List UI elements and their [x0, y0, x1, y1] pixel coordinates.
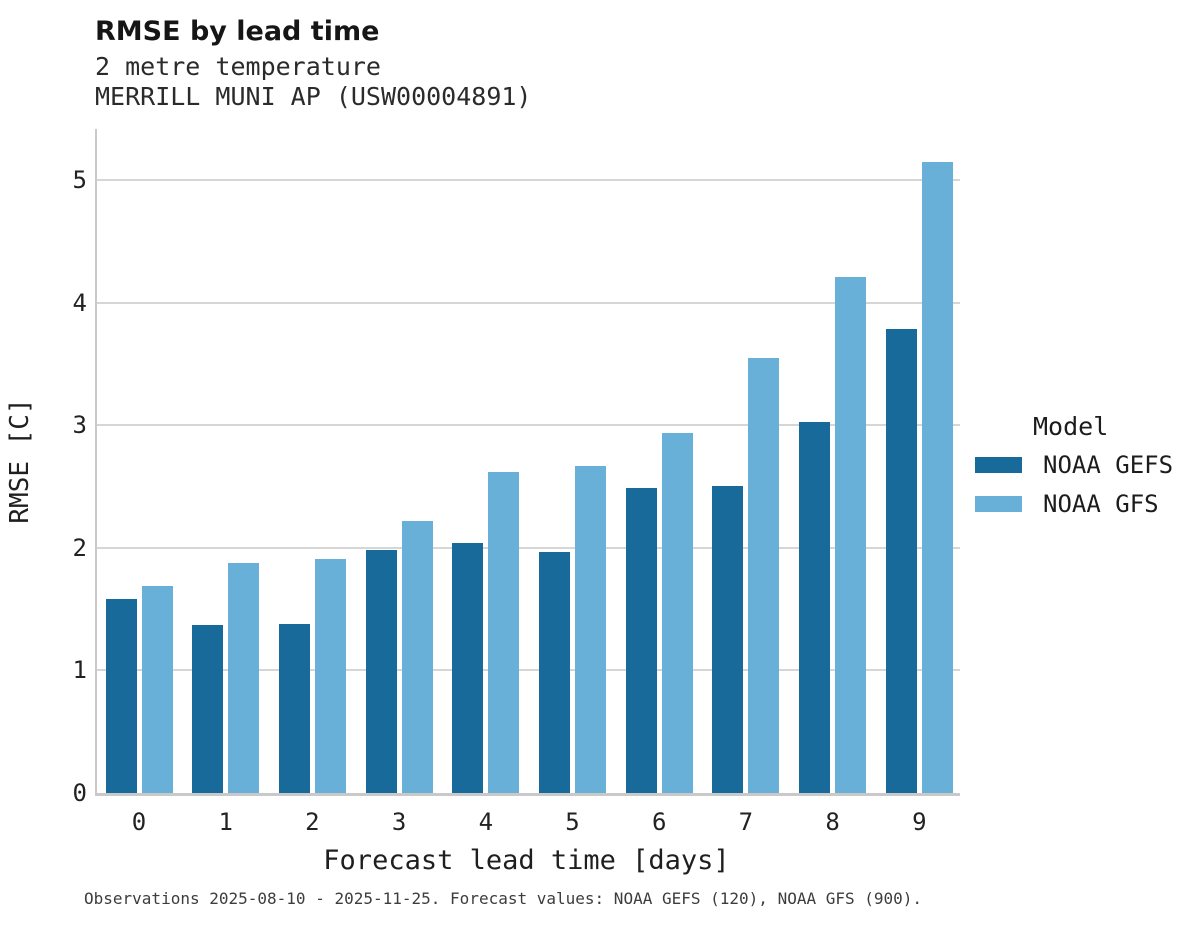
legend-title: Model — [1033, 412, 1109, 441]
legend-entry-noaa-gefs: NOAA GEFS — [975, 451, 1173, 479]
x-tick-label-9: 9 — [912, 808, 927, 836]
caption: Observations 2025-08-10 - 2025-11-25. Fo… — [84, 889, 923, 908]
x-tick-label-0: 0 — [131, 808, 147, 836]
x-tick-label-4: 4 — [478, 808, 494, 836]
gridline-y-1 — [97, 669, 960, 672]
legend-entry-noaa-gfs: NOAA GFS — [975, 490, 1173, 518]
bar-noaa-gfs-lead-3 — [402, 521, 433, 793]
x-tick-label-6: 6 — [651, 808, 667, 836]
bar-noaa-gefs-lead-7 — [712, 486, 743, 793]
x-tick-label-2: 2 — [305, 808, 320, 836]
legend-label-noaa-gefs: NOAA GEFS — [1043, 451, 1174, 479]
y-tick-label-1: 1 — [72, 656, 87, 685]
bar-noaa-gefs-lead-9 — [886, 329, 917, 793]
bar-noaa-gfs-lead-6 — [662, 433, 693, 793]
bar-noaa-gefs-lead-5 — [539, 552, 570, 793]
bar-noaa-gfs-lead-2 — [315, 559, 346, 793]
y-tick-label-3: 3 — [72, 411, 87, 440]
x-axis-title: Forecast lead time [days] — [323, 845, 730, 876]
bar-noaa-gefs-lead-2 — [279, 624, 310, 793]
bar-noaa-gfs-lead-5 — [575, 466, 606, 793]
legend-label-noaa-gfs: NOAA GFS — [1043, 490, 1159, 518]
gridline-y-5 — [97, 179, 960, 182]
bar-noaa-gefs-lead-3 — [366, 550, 397, 793]
y-tick-label-2: 2 — [72, 533, 87, 562]
x-tick-label-7: 7 — [738, 808, 754, 836]
gridline-y-2 — [97, 546, 960, 549]
y-tick-label-0: 0 — [72, 779, 87, 807]
y-tick-label-4: 4 — [72, 288, 87, 317]
y-axis-title: RMSE [C] — [5, 398, 35, 524]
bar-noaa-gefs-lead-0 — [106, 599, 137, 793]
legend-swatch-noaa-gfs — [975, 496, 1022, 512]
y-tick-label-5: 5 — [72, 166, 87, 195]
bar-noaa-gefs-lead-8 — [799, 422, 830, 793]
bar-noaa-gefs-lead-6 — [626, 488, 657, 793]
chart-subtitle-station: MERRILL MUNI AP (USW00004891) — [95, 82, 532, 111]
bar-noaa-gfs-lead-4 — [488, 472, 519, 793]
bar-noaa-gfs-lead-0 — [142, 586, 173, 793]
bar-noaa-gfs-lead-8 — [835, 277, 866, 793]
legend: Model NOAA GEFS NOAA GFS — [975, 412, 1173, 529]
plot-area: 0 1 2 3 4 5 0 1 2 3 4 5 6 7 8 9 — [73, 129, 960, 836]
gridline-y-3 — [97, 424, 960, 427]
bar-noaa-gefs-lead-1 — [192, 625, 223, 793]
chart-subtitle-variable: 2 metre temperature — [95, 52, 381, 81]
chart-title: RMSE by lead time — [95, 16, 380, 47]
bar-noaa-gfs-lead-1 — [228, 563, 259, 793]
x-tick-label-5: 5 — [565, 808, 580, 836]
x-tick-label-8: 8 — [825, 808, 840, 836]
x-tick-label-1: 1 — [218, 808, 233, 836]
gridline-y-4 — [97, 301, 960, 304]
x-tick-label-3: 3 — [391, 808, 407, 836]
bar-noaa-gfs-lead-9 — [922, 162, 953, 793]
legend-swatch-noaa-gefs — [975, 457, 1022, 473]
bar-noaa-gefs-lead-4 — [452, 543, 483, 793]
bar-noaa-gfs-lead-7 — [748, 358, 779, 793]
